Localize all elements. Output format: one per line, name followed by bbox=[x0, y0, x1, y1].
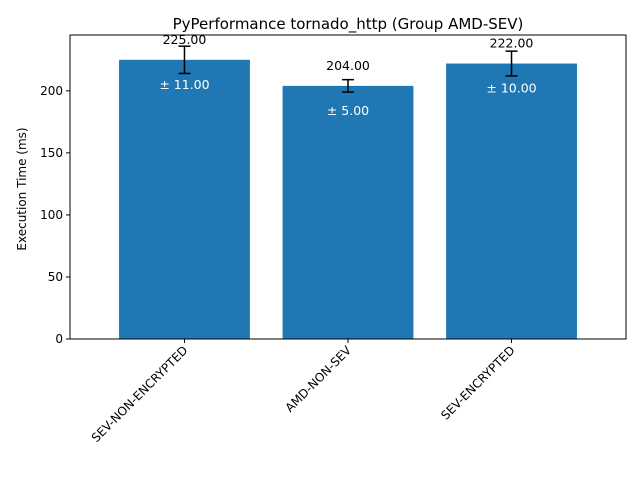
chart-title: PyPerformance tornado_http (Group AMD-SE… bbox=[173, 15, 524, 34]
y-tick-label: 50 bbox=[48, 270, 63, 284]
x-tick-label: SEV-NON-ENCRYPTED bbox=[89, 343, 191, 445]
y-tick-label: 100 bbox=[40, 208, 63, 222]
y-axis: 0 50 100 150 200 bbox=[40, 84, 70, 346]
bar bbox=[446, 63, 577, 339]
y-tick-label: 150 bbox=[40, 146, 63, 160]
bars-group: 225.00 ± 11.00 204.00 ± 5.00 222.00 ± 10.00 bbox=[119, 32, 577, 340]
x-axis: SEV-NON-ENCRYPTED AMD-NON-SEV SEV-ENCRYPTE… bbox=[89, 339, 518, 445]
x-tick-label: SEV-ENCRYPTED bbox=[438, 343, 517, 422]
data-label: 204.00 bbox=[326, 58, 370, 73]
data-label: 222.00 bbox=[490, 36, 534, 51]
y-tick-label: 0 bbox=[55, 332, 63, 346]
error-label: ± 10.00 bbox=[486, 81, 536, 96]
x-tick-label: AMD-NON-SEV bbox=[283, 343, 355, 415]
bar bbox=[282, 85, 414, 339]
error-label: ± 11.00 bbox=[159, 77, 209, 92]
data-label: 225.00 bbox=[163, 32, 207, 47]
error-label: ± 5.00 bbox=[327, 103, 369, 118]
plot-frame bbox=[69, 34, 627, 340]
y-axis-label: Execution Time (ms) bbox=[15, 127, 29, 250]
bar bbox=[119, 59, 250, 340]
y-tick-label: 200 bbox=[40, 84, 63, 98]
